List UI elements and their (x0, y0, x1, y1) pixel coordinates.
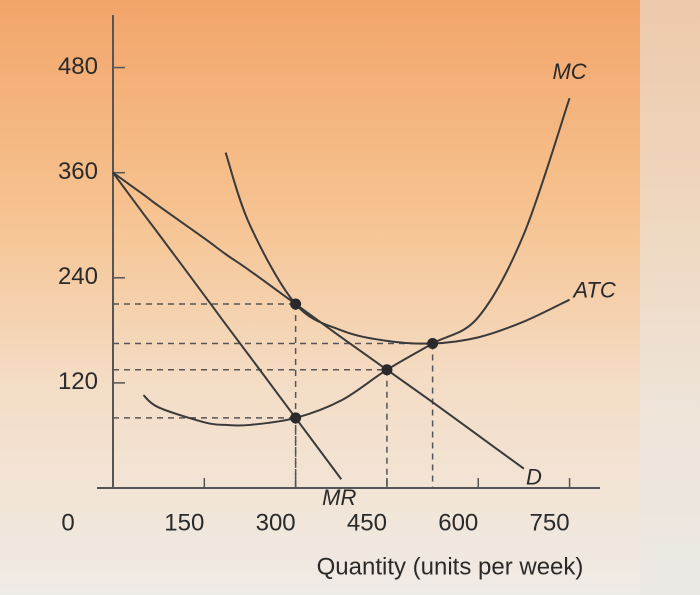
x-tick-label: 150 (164, 509, 204, 536)
y-tick-label: 120 (58, 368, 98, 395)
y-tick-label: 360 (58, 158, 98, 185)
y-tick-label: 240 (58, 263, 98, 290)
curve (224, 152, 570, 345)
x-tick-label: 600 (438, 509, 478, 536)
photo-edge (640, 0, 700, 595)
x-tick-label: 300 (256, 509, 296, 536)
curve-label: ATC (571, 277, 615, 302)
x-tick-label: 450 (347, 509, 387, 536)
curve (112, 172, 343, 480)
curve-label: MR (322, 485, 356, 510)
point (427, 337, 439, 349)
x-axis-title: Quantity (units per week) (317, 553, 584, 580)
curve (112, 171, 525, 470)
curve-label: D (526, 465, 542, 490)
x-tick-label: 750 (530, 509, 570, 536)
point (290, 298, 302, 310)
curve (142, 97, 571, 427)
point (381, 364, 393, 376)
y-tick-label: 480 (58, 53, 98, 80)
x-tick-label: 0 (61, 509, 74, 536)
curve-label: MC (552, 59, 586, 84)
point (290, 412, 302, 424)
